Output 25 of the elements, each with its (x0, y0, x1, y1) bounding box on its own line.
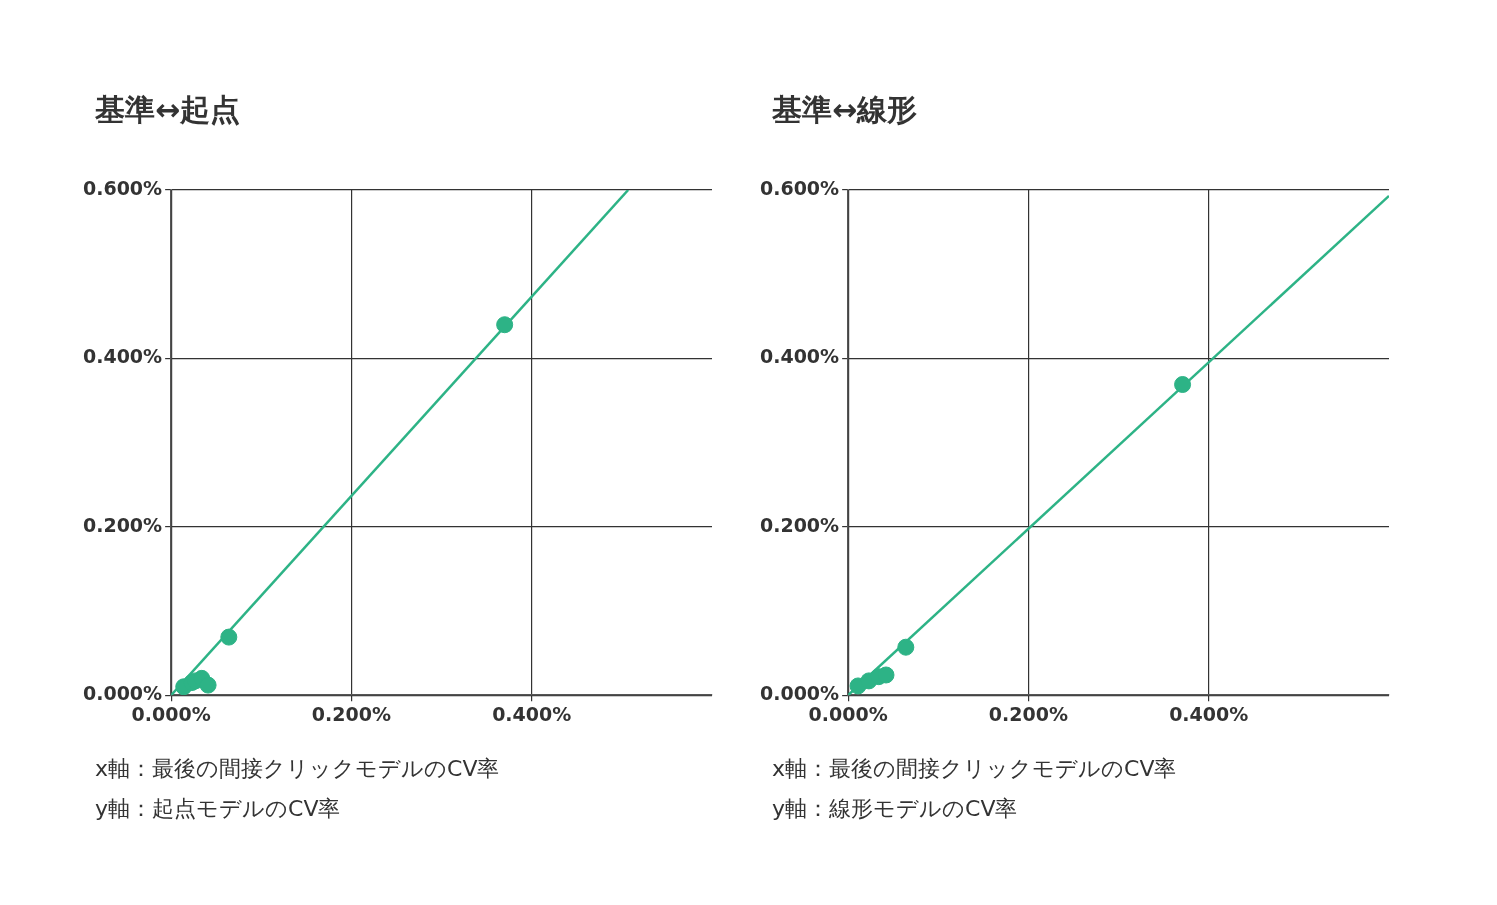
x-tick-label: 0.200% (988, 702, 1068, 725)
text: x軸：最後の間接クリックモデルのCV率 (95, 755, 500, 783)
point (897, 638, 915, 656)
x-tick-label: 0.400% (1169, 702, 1249, 725)
x-tick-label: 0.200% (311, 702, 391, 725)
chart-title: 基準↔線形 (772, 91, 918, 129)
y-tick-label: 0.200% (83, 513, 163, 536)
y-tick-label: 0.400% (83, 345, 163, 368)
y-tick-label: 0.200% (760, 513, 840, 536)
y-tick-label: 0.000% (760, 682, 840, 705)
y-tick-label: 0.400% (760, 345, 840, 368)
text: y軸：起点モデルのCV率 (95, 795, 341, 823)
y-tick-label: 0.600% (760, 176, 840, 199)
point (220, 628, 238, 646)
text: y軸：線形モデルのCV率 (772, 795, 1018, 823)
point (1174, 376, 1192, 393)
x-tick-label: 0.400% (492, 702, 572, 725)
point (496, 316, 514, 334)
y-tick-label: 0.000% (83, 682, 163, 705)
text: x軸：最後の間接クリックモデルのCV率 (772, 755, 1177, 783)
point (199, 676, 217, 694)
x-tick-label: 0.000% (131, 702, 211, 725)
y-tick-label: 0.600% (83, 176, 163, 199)
chart-title: 基準↔起点 (95, 91, 241, 129)
x-tick-label: 0.000% (808, 702, 888, 725)
